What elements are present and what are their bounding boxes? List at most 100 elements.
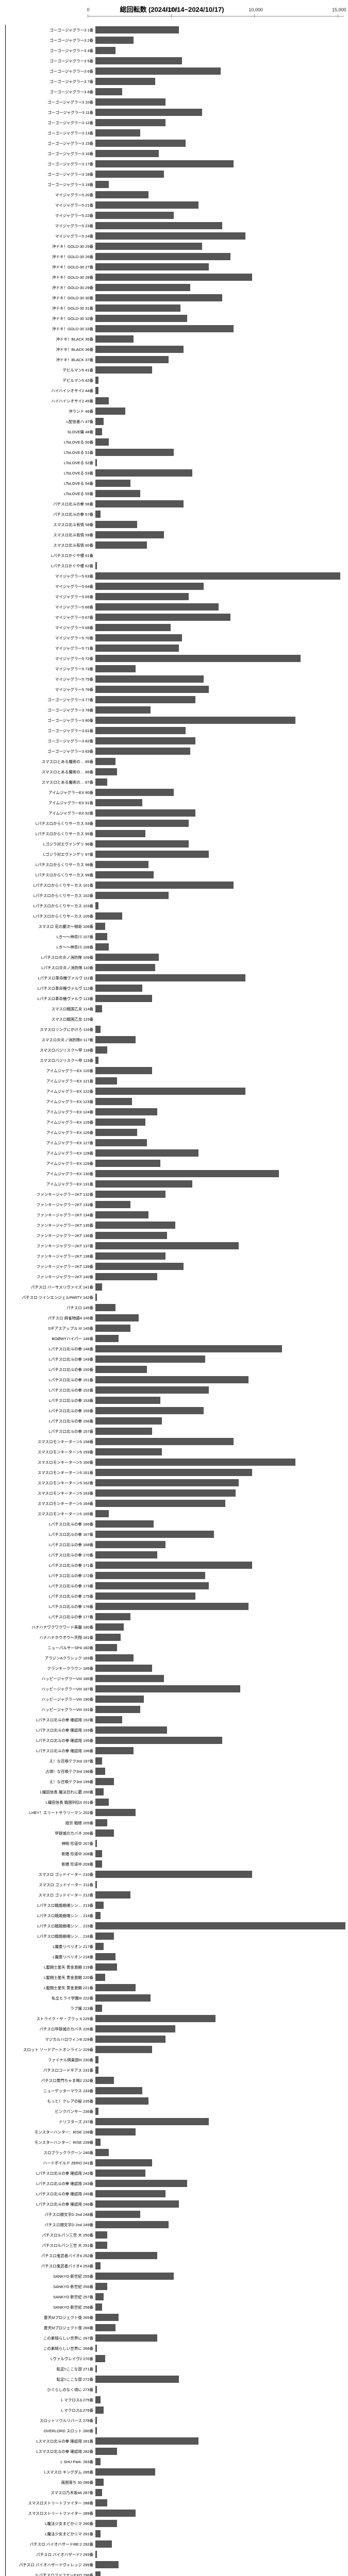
bar-row: スマスロモンキーターン5 161番: [6, 1467, 343, 1478]
bar-row: Lパチスロ北斗の拳 172番: [6, 1570, 343, 1581]
row-label: LToLOVEる 52番: [6, 460, 95, 466]
bar-cell: [95, 1036, 343, 1043]
row-label: スマスロ北斗有情 58番: [6, 522, 95, 528]
bar-cell: [95, 1551, 343, 1558]
bar: [95, 1077, 117, 1084]
bar-cell: [95, 1706, 343, 1713]
bar-row: パチスロ バイオハザードヴィレッジ 295番: [6, 2560, 343, 2570]
bar-cell: [95, 1263, 343, 1270]
bar-row: Sギアスアップル III 145番: [6, 1323, 343, 1333]
bar-row: Lゴジラ対エヴァンゲリ 97番: [6, 849, 343, 859]
bar-row: スマスロ北斗有情 60番: [6, 540, 343, 550]
bar-cell: [95, 335, 343, 343]
row-label: パチスロ甲鉄城のカバネ 226番: [6, 2026, 95, 2032]
row-label: 南国育ち 30 286番: [6, 2480, 95, 2485]
bar: [95, 1098, 132, 1105]
bar-row: 沖ドキ！GOLD‐30 26番: [6, 251, 343, 262]
bar: [95, 1345, 282, 1352]
bar: [95, 1592, 195, 1600]
bar: [95, 500, 184, 507]
row-label: Lパチスロからくりサーカス 103番: [6, 903, 95, 909]
bar-cell: [95, 2108, 343, 2115]
bar: [95, 181, 109, 188]
row-label: スマスロモンキーターン5 165番: [6, 1511, 95, 1517]
bar: [95, 2252, 157, 2259]
row-label: ファンキージャグラー2KT 133番: [6, 1202, 95, 1208]
bar-cell: [95, 1098, 343, 1105]
bar: [95, 1716, 122, 1723]
bar: [95, 1860, 102, 1868]
bar: [95, 583, 204, 590]
bar: [95, 923, 105, 930]
row-label: SANKYO 新世紀 258番: [6, 2304, 95, 2310]
bar-row: Lパチスロ北斗の拳 168番: [6, 1539, 343, 1550]
bar-row: Lパチスロ北斗の拳 確認用 192番: [6, 1715, 343, 1725]
row-label: Lパチスロ北斗の拳 確認用 196番: [6, 1748, 95, 1754]
bar: [95, 2170, 145, 2177]
bar-cell: [95, 1118, 343, 1126]
bar-cell: [95, 1149, 343, 1157]
bar-cell: [95, 232, 343, 240]
row-label: スマスロ炎炎ノ消防隊II 117番: [6, 1037, 95, 1043]
row-label: SANKYO 新世紀 256番: [6, 2284, 95, 2290]
bar-row: SANKYO 新世紀 257番: [6, 2292, 343, 2302]
bar: [95, 37, 134, 44]
row-label: 占領！な召喚テク3rd 198番: [6, 1769, 95, 1774]
bar-row: アイムジャグラーEX 90番: [6, 787, 343, 798]
bar-row: ハッピージャグラーVIII 191番: [6, 1704, 343, 1715]
row-label: アイムジャグラーEX 124番: [6, 1109, 95, 1115]
bar: [95, 1489, 236, 1497]
bar-row: スマスロ ゴッドイーター 211番: [6, 1879, 343, 1890]
bar: [95, 1737, 222, 1744]
bar: [95, 727, 186, 734]
bar-cell: [95, 2355, 343, 2362]
axis-tick: 10,000: [254, 14, 255, 18]
bar-cell: [95, 1984, 343, 1991]
bar: [95, 1922, 345, 1929]
bar-row: アイムジャグラーEX 131番: [6, 1179, 343, 1189]
bar-cell: [95, 2458, 343, 2465]
row-label: Lパチスロからくりサーカス 93番: [6, 821, 95, 826]
bar-row: Lスマスロ北斗の拳 確認用 281番: [6, 2436, 343, 2446]
bar: [95, 985, 142, 992]
bar-row: ゴーゴージャグラー3 80番: [6, 715, 343, 725]
bar-cell: [95, 717, 343, 724]
row-label: LToLOVEる 54番: [6, 481, 95, 486]
bar-cell: [95, 809, 343, 817]
row-label: マイジャグラー5 72番: [6, 656, 95, 662]
bar: [95, 809, 195, 817]
bar: [95, 902, 98, 909]
bar-row: LToLOVEる 55番: [6, 488, 343, 499]
bar: [95, 737, 195, 744]
row-label: Lパチスロ北斗の拳 167番: [6, 1532, 95, 1537]
row-label: Lスマスロ北斗の拳 確認用 281番: [6, 2438, 95, 2444]
bar-cell: [95, 1634, 343, 1641]
bar-cell: [95, 480, 343, 487]
bar-cell: [95, 243, 343, 250]
row-label: LToLOVEる 55番: [6, 491, 95, 497]
bar: [95, 2530, 101, 2537]
bar-cell: [95, 1397, 343, 1404]
row-label: スマスロモンキーターン5 164番: [6, 1501, 95, 1506]
bar: [95, 2437, 198, 2445]
row-label: 沖ドキ！GOLD‐30 26番: [6, 254, 95, 260]
bar: [95, 1541, 165, 1548]
row-label: パチスロ頭文字D 2nd 248番: [6, 2212, 95, 2217]
bar: [95, 2499, 107, 2506]
bar-row: ゴーゴージャグラー3 18番: [6, 169, 343, 179]
bar: [95, 346, 184, 353]
bar-row: マイジャグラー5 76番: [6, 684, 343, 694]
bar-cell: [95, 88, 343, 95]
bar-cell: [95, 933, 343, 940]
bar: [95, 1572, 205, 1579]
bar-row: スマスロ炎炎ノ消防隊II 117番: [6, 1035, 343, 1045]
bar-row: Lパチスロ戦姫絶唱シン… 214番: [6, 1910, 343, 1921]
bar-row: Lパチスロからくりサーカス 102番: [6, 890, 343, 901]
row-label: ハッピージャグラーVIII 187番: [6, 1686, 95, 1692]
row-label: スマスロストリートファイター 289番: [6, 2511, 95, 2516]
bar-cell: [95, 1191, 343, 1198]
bar-row: スマスロ ゴッドイーター 212番: [6, 1890, 343, 1900]
bar-row: LToLOVEる 52番: [6, 457, 343, 468]
bar: [95, 57, 182, 64]
row-label: Lパチスロ北斗の拳 152番: [6, 1387, 95, 1393]
